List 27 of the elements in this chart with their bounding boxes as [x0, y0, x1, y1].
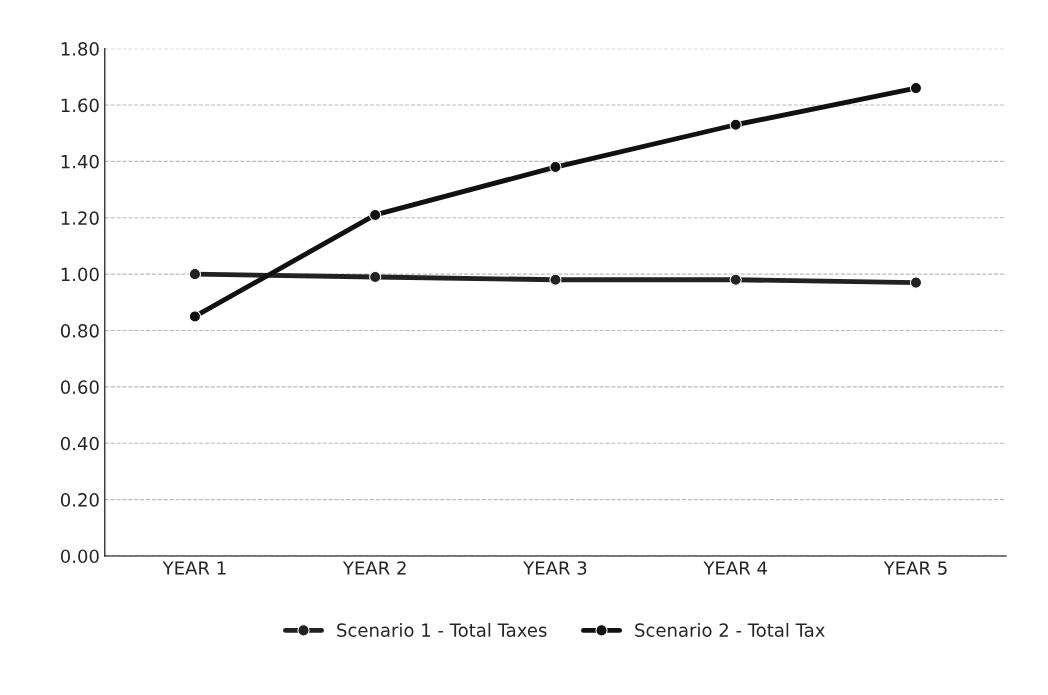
y-tick-label: 1.60 — [61, 98, 99, 113]
point — [369, 270, 382, 284]
point — [549, 160, 562, 174]
y-tick-label: 1.40 — [61, 154, 99, 169]
y-tick-label: 1.00 — [61, 267, 99, 282]
legend-label: Scenario 1 - Total Taxes — [337, 622, 547, 637]
y-tick-label: 1.20 — [61, 211, 99, 225]
point — [549, 273, 562, 286]
point — [188, 310, 201, 323]
point — [909, 276, 923, 289]
y-tick-label: 0.80 — [60, 323, 99, 338]
point — [729, 273, 742, 286]
x-tick-label: YEAR 3 — [523, 561, 587, 575]
point — [909, 82, 923, 95]
y-tick-label: 0.00 — [60, 549, 99, 564]
y-tick-label: 1.80 — [61, 42, 99, 56]
y-tick-label: 0.40 — [60, 436, 99, 451]
point — [369, 208, 382, 222]
legend-label: Scenario 2 - Total Tax — [635, 622, 825, 637]
y-tick-label: 0.60 — [60, 380, 99, 394]
point — [188, 268, 201, 281]
point — [729, 118, 742, 131]
x-tick-label: YEAR 4 — [703, 561, 767, 575]
x-tick-label: YEAR 2 — [342, 561, 406, 575]
x-tick-label: YEAR 5 — [883, 561, 947, 575]
x-tick-label: YEAR 1 — [162, 561, 226, 575]
y-tick-label: 0.20 — [60, 493, 99, 507]
